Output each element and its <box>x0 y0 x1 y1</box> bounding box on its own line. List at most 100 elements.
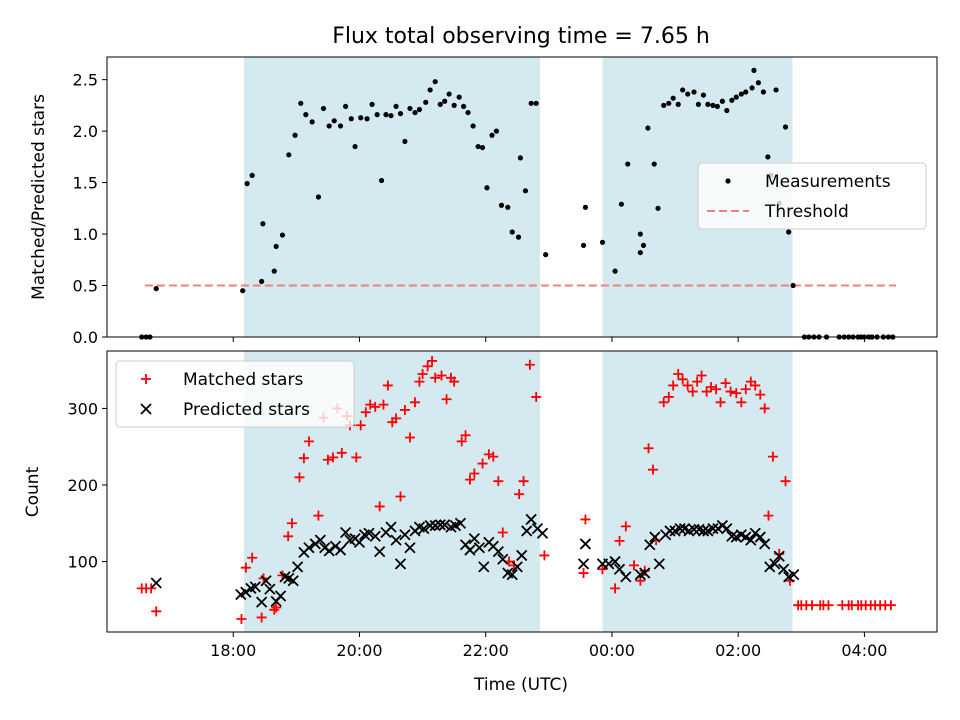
data-point <box>412 109 418 116</box>
data-point <box>391 413 402 424</box>
data-point <box>750 380 761 391</box>
data-point <box>271 602 282 613</box>
data-point <box>618 201 625 207</box>
data-point <box>649 531 661 543</box>
data-point <box>706 381 717 392</box>
data-point <box>150 577 162 589</box>
data-point <box>460 430 471 441</box>
data-point <box>603 558 615 570</box>
data-point <box>522 188 529 194</box>
data-point <box>442 98 448 104</box>
data-point <box>521 525 533 537</box>
data-point <box>582 204 589 210</box>
data-point <box>339 526 352 539</box>
data-point <box>427 355 438 366</box>
observing-window-shade <box>602 351 793 632</box>
data-point <box>323 545 335 557</box>
data-point <box>539 550 550 561</box>
y-tick-label: 1.0 <box>73 225 98 244</box>
data-point <box>536 527 549 539</box>
y-tick-label: 1.5 <box>73 174 98 193</box>
data-point <box>342 103 349 110</box>
y-tick-label: 200 <box>67 476 98 495</box>
data-point <box>464 544 476 556</box>
data-point <box>613 563 626 575</box>
data-point <box>644 539 656 551</box>
data-point <box>738 91 744 97</box>
data-point <box>885 600 896 611</box>
legend-label: Measurements <box>765 172 891 192</box>
data-point <box>755 80 761 86</box>
data-point <box>331 118 337 124</box>
data-point <box>740 531 752 543</box>
data-point <box>399 404 410 415</box>
data-point <box>498 202 505 208</box>
data-point <box>614 535 625 546</box>
data-point <box>493 128 500 134</box>
data-point <box>418 522 430 535</box>
observing-window-shade <box>243 57 540 337</box>
data-point <box>620 521 631 532</box>
data-point <box>710 102 716 108</box>
data-point <box>382 380 393 391</box>
data-point <box>303 436 314 447</box>
data-point <box>579 538 592 550</box>
data-point <box>374 501 385 512</box>
data-point <box>432 79 438 85</box>
data-point <box>464 474 475 485</box>
data-point <box>664 525 676 537</box>
x-tick-label: 00:00 <box>589 641 635 660</box>
data-point <box>782 124 789 130</box>
data-point <box>264 583 276 595</box>
data-point <box>320 105 327 112</box>
data-point <box>488 451 499 462</box>
data-point <box>685 91 691 97</box>
data-point <box>764 561 776 573</box>
y-tick-label: 2.0 <box>73 122 98 141</box>
data-point <box>394 558 407 570</box>
data-point <box>726 530 738 542</box>
data-point <box>515 234 522 240</box>
data-point <box>416 106 423 113</box>
data-point <box>673 368 684 379</box>
data-point <box>414 376 425 387</box>
data-point <box>743 89 749 95</box>
data-point <box>309 119 315 125</box>
data-point <box>705 101 711 107</box>
data-point <box>788 568 800 581</box>
ratio-panel: 0.0 0.5 1.0 1.5 2.0 2.5 Measurements Threshold <box>73 56 938 347</box>
data-point <box>456 94 462 100</box>
data-point <box>696 370 707 381</box>
legend-marker <box>725 178 731 184</box>
data-point <box>517 155 524 161</box>
data-point <box>269 604 280 615</box>
data-point <box>283 531 294 542</box>
data-point <box>580 514 591 525</box>
data-point <box>751 67 757 73</box>
data-point <box>688 523 700 536</box>
data-point <box>422 361 433 372</box>
data-point <box>497 527 508 538</box>
legend: Measurements Threshold <box>697 162 927 230</box>
data-point <box>437 101 443 107</box>
data-point <box>533 100 539 106</box>
data-point <box>303 112 309 118</box>
data-point <box>525 513 537 526</box>
data-point <box>714 103 720 110</box>
data-point <box>439 519 451 531</box>
data-point <box>769 558 781 570</box>
data-point <box>647 464 658 475</box>
data-point <box>355 420 366 431</box>
y-axis-label-ratio: Matched/Predicted stars <box>29 94 49 300</box>
data-point <box>358 115 364 121</box>
data-point <box>151 606 162 617</box>
data-point <box>260 575 272 587</box>
data-point <box>670 95 676 101</box>
data-point <box>773 87 779 93</box>
data-point <box>240 288 246 294</box>
data-point <box>456 436 467 447</box>
data-point <box>388 113 394 119</box>
data-point <box>639 567 651 579</box>
data-point <box>247 552 258 563</box>
data-point <box>478 561 490 573</box>
